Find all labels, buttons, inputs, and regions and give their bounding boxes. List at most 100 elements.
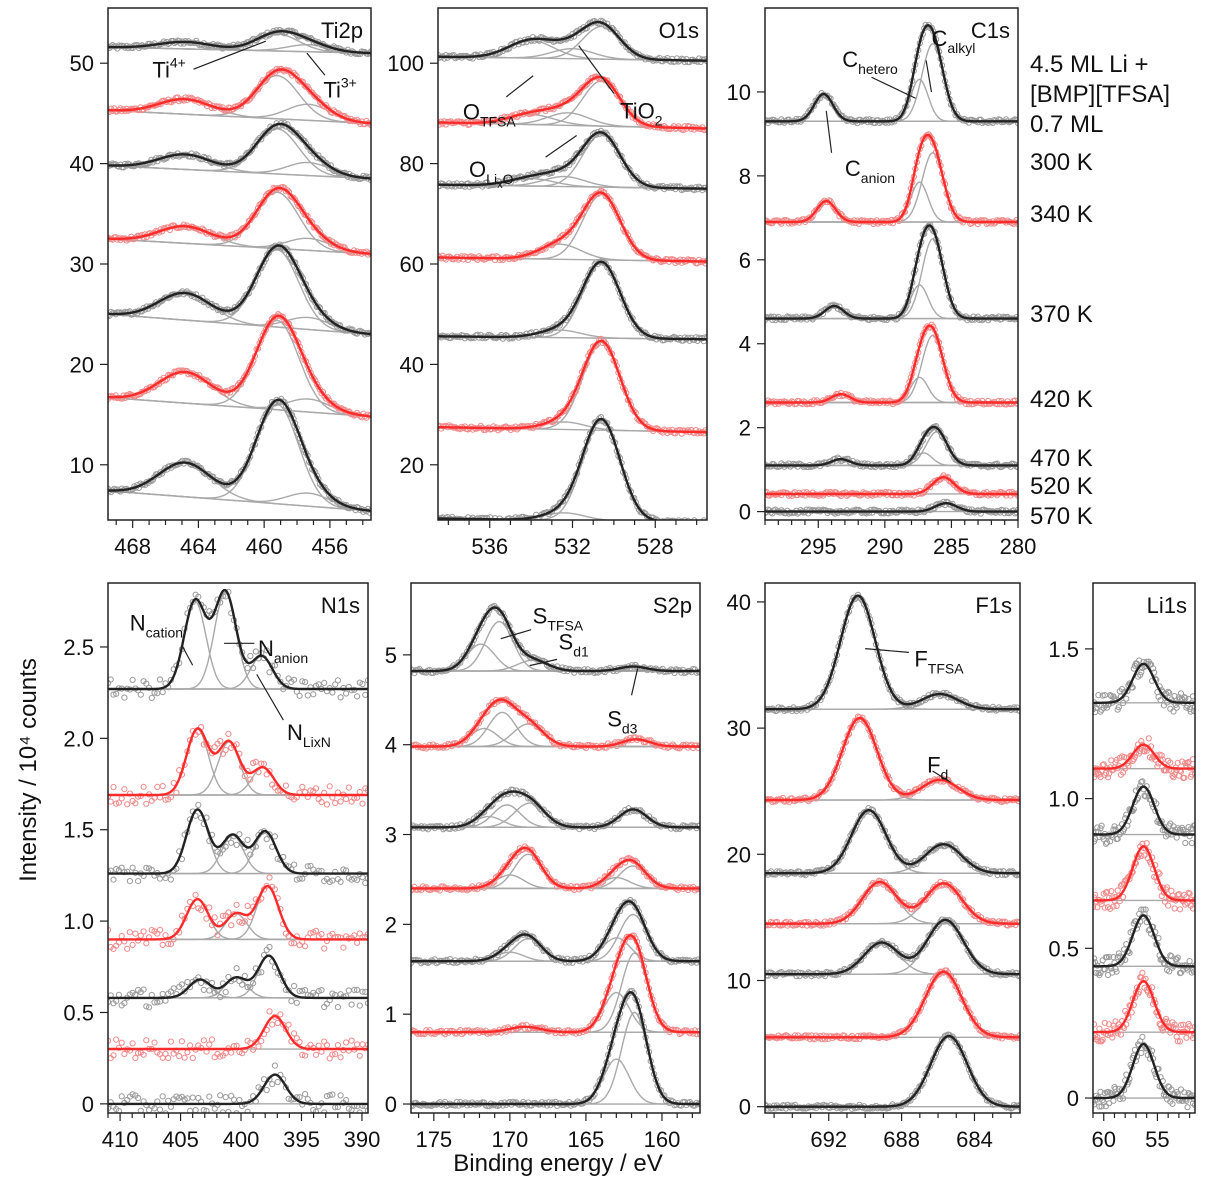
data-point (236, 831, 243, 838)
data-point (154, 783, 161, 791)
data-point (118, 1093, 125, 1100)
data-point (296, 692, 303, 699)
data-point (285, 675, 292, 682)
data-point (266, 1008, 273, 1015)
data-point (241, 918, 248, 925)
panel-n1s: 410 405 400 395 39000.51.01.52.02.5N1sNcatio… (63, 582, 380, 1152)
fit-envelope (108, 727, 368, 797)
panel-frame (437, 7, 708, 521)
data-point (312, 299, 319, 306)
data-point (173, 789, 180, 796)
data-point (315, 95, 322, 102)
data-point (486, 607, 493, 614)
annotation-label: NLixN (287, 720, 331, 750)
data-point (326, 783, 333, 790)
data-point (323, 1042, 330, 1049)
data-point (181, 1054, 188, 1061)
data-point (225, 909, 232, 916)
data-point (118, 1039, 125, 1046)
plot-area (411, 602, 700, 1110)
data-point (214, 932, 221, 939)
data-point (312, 151, 319, 158)
data-point (176, 1094, 183, 1101)
data-point (167, 941, 174, 948)
data-point (110, 784, 117, 791)
component-peak (108, 1073, 368, 1105)
component-peak (108, 655, 368, 690)
data-point (343, 1097, 350, 1104)
data-point (159, 990, 166, 998)
data-point (354, 876, 361, 884)
data-point (291, 1030, 298, 1037)
data-point (329, 1091, 336, 1098)
data-point (310, 691, 317, 698)
panel-frame (107, 582, 369, 1114)
y-tick-label: 10 (70, 453, 94, 478)
data-point (359, 988, 366, 995)
x-tick-label: 410 (102, 1127, 139, 1152)
data-point (110, 691, 117, 698)
data-point (591, 192, 598, 199)
component-peak (765, 431, 1018, 467)
x-tick-label: 464 (180, 534, 217, 559)
data-point (132, 1054, 139, 1062)
data-point (156, 676, 164, 683)
data-point (296, 875, 303, 882)
data-point (247, 984, 254, 991)
data-point (143, 940, 150, 947)
x-tick-label: 395 (283, 1127, 320, 1152)
data-point (165, 1097, 172, 1104)
data-point (222, 1094, 229, 1101)
fit-envelope (438, 417, 661, 520)
data-point (162, 875, 169, 882)
data-point (321, 1038, 328, 1045)
data-point (697, 521, 702, 526)
data-point (830, 301, 837, 308)
data-point (571, 155, 578, 162)
data-point (343, 795, 350, 803)
data-point (129, 1091, 136, 1098)
data-point (586, 78, 594, 85)
component-peak (438, 262, 707, 340)
annotation-label: TiO2 (620, 98, 663, 128)
data-point (228, 1092, 235, 1100)
data-point (159, 783, 166, 790)
condition-label: 420 K (1030, 386, 1093, 413)
data-point (244, 836, 251, 844)
data-point (326, 1092, 333, 1099)
data-point (340, 866, 347, 873)
data-point (674, 518, 680, 520)
data-point (110, 1052, 117, 1059)
data-point (329, 318, 336, 325)
data-point (211, 1054, 218, 1061)
data-point (206, 1041, 213, 1048)
x-axis-label: Binding energy / eV (453, 1150, 662, 1177)
data-point (129, 941, 136, 949)
data-point (345, 784, 352, 791)
data-point (248, 146, 255, 153)
data-point (290, 194, 297, 201)
data-point (225, 730, 232, 738)
annotation-leader (505, 75, 534, 98)
data-point (211, 744, 218, 751)
fit-envelope (765, 224, 1018, 320)
data-point (553, 414, 560, 421)
data-point (664, 517, 671, 520)
data-point (156, 926, 164, 934)
data-point (302, 1052, 309, 1059)
data-point (1014, 120, 1018, 127)
data-point (266, 831, 273, 838)
annotation-leader (825, 110, 833, 153)
data-point (302, 987, 309, 994)
annotation-leader (578, 45, 615, 94)
x-tick-label: 290 (866, 534, 903, 559)
data-point (135, 687, 142, 694)
panel-c1s: 295 290 285 2800246810C1sCalkylCheteroCanio… (727, 7, 1036, 559)
data-point (268, 315, 276, 323)
data-point (688, 519, 691, 520)
data-point (121, 786, 128, 793)
data-point (113, 1036, 120, 1043)
data-point (304, 692, 311, 699)
